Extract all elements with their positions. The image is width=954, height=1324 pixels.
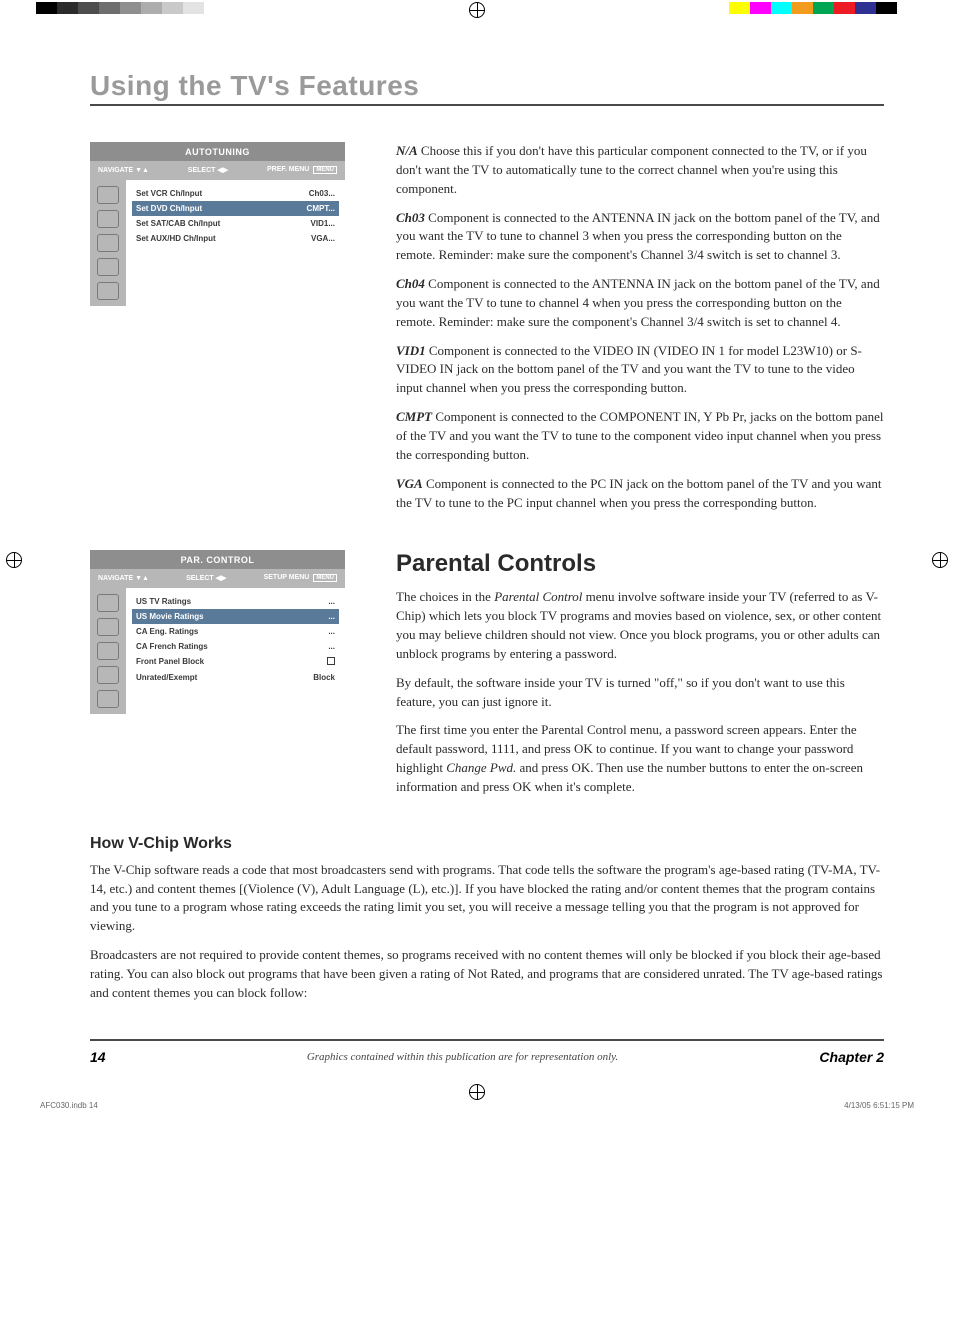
vchip-heading: How V-Chip Works [90,835,884,853]
menu-row: Front Panel Block [132,654,339,670]
tv-icon [97,594,119,612]
menu-row: CA French Ratings... [132,639,339,654]
autotuning-menu: AUTOTUNING NAVIGATE ▼▲ SELECT ◀▶ PREF. M… [90,142,345,306]
speaker-icon [97,210,119,228]
def-na: N/A Choose this if you don't have this p… [396,142,884,199]
registration-mark-icon [469,1084,485,1100]
tv-icon [97,186,119,204]
footer-note: Graphics contained within this publicati… [307,1051,618,1063]
menu-nav-hints: NAVIGATE ▼▲ SELECT ◀▶ PREF. MENU MENU [90,161,345,180]
menu-list: US TV Ratings...US Movie Ratings...CA En… [126,588,345,714]
registration-mark-icon [932,552,948,568]
def-ch03: Ch03 Component is connected to the ANTEN… [396,209,884,266]
parental-p2: By default, the software inside your TV … [396,674,884,712]
parental-p1: The choices in the Parental Control menu… [396,588,884,663]
menu-title: PAR. CONTROL [90,550,345,569]
parental-heading: Parental Controls [396,550,884,578]
def-cmpt: CMPT Component is connected to the COMPO… [396,408,884,465]
chapter-label: Chapter 2 [819,1049,884,1065]
colorbar-left [36,2,225,14]
page-footer: 14 Graphics contained within this public… [90,1039,884,1065]
menu-title: AUTOTUNING [90,142,345,161]
parental-p3: The first time you enter the Parental Co… [396,721,884,796]
menu-row: Set AUX/HD Ch/InputVGA... [132,231,339,246]
menu-icon-column [90,588,126,714]
def-vid1: VID1 Component is connected to the VIDEO… [396,342,884,399]
list-icon [97,690,119,708]
menu-icon-column [90,180,126,306]
print-datetime: 4/13/05 6:51:15 PM [844,1101,914,1110]
gear-icon [97,666,119,684]
menu-row: CA Eng. Ratings... [132,624,339,639]
colorbar-right [729,2,918,14]
registration-mark-icon [6,552,22,568]
hand-icon [97,234,119,252]
menu-row: US Movie Ratings... [132,609,339,624]
page-title: Using the TV's Features [90,70,884,106]
print-filename: AFC030.indb 14 [40,1101,98,1110]
speaker-icon [97,618,119,636]
menu-list: Set VCR Ch/InputCh03...Set DVD Ch/InputC… [126,180,345,306]
menu-row: Set DVD Ch/InputCMPT... [132,201,339,216]
parcontrol-menu: PAR. CONTROL NAVIGATE ▼▲ SELECT ◀▶ SETUP… [90,550,345,714]
menu-nav-hints: NAVIGATE ▼▲ SELECT ◀▶ SETUP MENU MENU [90,569,345,588]
def-ch04: Ch04 Component is connected to the ANTEN… [396,275,884,332]
hand-icon [97,642,119,660]
def-vga: VGA Component is connected to the PC IN … [396,475,884,513]
menu-row: Unrated/ExemptBlock [132,670,339,685]
menu-row: Set VCR Ch/InputCh03... [132,186,339,201]
vchip-p2: Broadcasters are not required to provide… [90,946,884,1003]
vchip-p1: The V-Chip software reads a code that mo… [90,861,884,936]
menu-row: Set SAT/CAB Ch/InputVID1... [132,216,339,231]
gear-icon [97,258,119,276]
list-icon [97,282,119,300]
registration-mark-icon [469,2,485,18]
page-number: 14 [90,1049,106,1065]
menu-row: US TV Ratings... [132,594,339,609]
